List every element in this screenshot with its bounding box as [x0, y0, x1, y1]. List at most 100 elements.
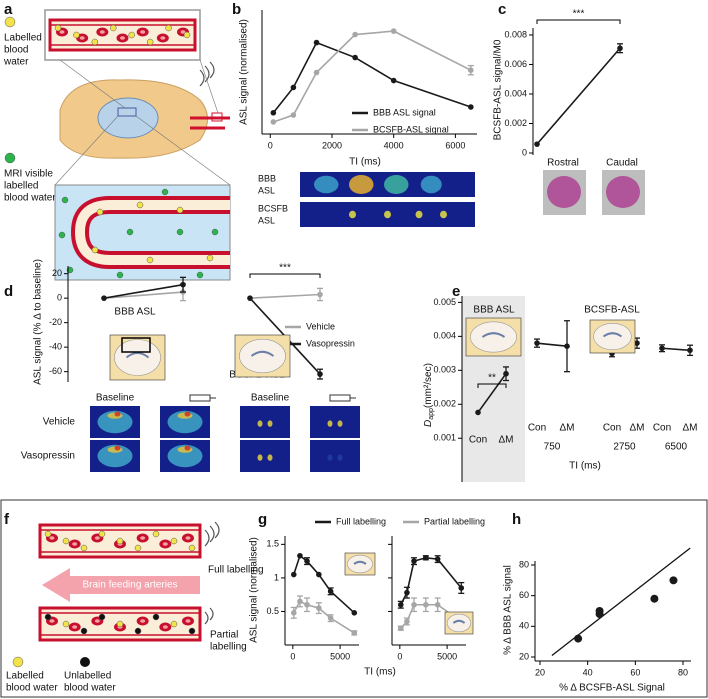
- legend-dot: [4, 152, 16, 164]
- annotation: ***: [279, 263, 291, 274]
- water-dot: [44, 530, 52, 538]
- mri-blob: [327, 454, 333, 461]
- y-tick-label: 20: [52, 268, 62, 278]
- mri-blob: [415, 210, 423, 219]
- water-dot: [61, 196, 69, 204]
- panel-box: [0, 499, 708, 698]
- ventricle: [250, 350, 275, 357]
- image-label: ASL: [258, 185, 275, 195]
- red-cell-core: [94, 536, 100, 540]
- red-cell-core: [72, 542, 78, 546]
- group-header: BCSFB-ASL: [584, 305, 640, 316]
- histology-slice: [547, 176, 581, 208]
- water-dot: [80, 627, 88, 635]
- water-dot: [206, 254, 214, 262]
- label-box: [211, 112, 223, 122]
- water-dot: [165, 24, 172, 32]
- mri-blob: [257, 454, 263, 461]
- brain: [114, 339, 161, 376]
- data-point: [390, 28, 397, 34]
- red-cell-core: [185, 536, 191, 540]
- x-tick-label: 40: [583, 667, 593, 677]
- mri-blob: [114, 411, 121, 417]
- water-dot: [170, 620, 178, 628]
- panel-label: h: [512, 511, 521, 528]
- x-tick-label: 5000: [330, 651, 350, 661]
- water-dot: [116, 537, 124, 545]
- data-point: [247, 295, 253, 301]
- x-tick-label: Con: [653, 423, 671, 434]
- data-point: [404, 589, 410, 596]
- y-tick-label: 1.5: [266, 539, 279, 549]
- mri-blob: [184, 411, 191, 417]
- mri-blob: [257, 420, 263, 427]
- significance-bracket: [249, 273, 321, 278]
- water-dot: [128, 31, 135, 39]
- coil-wave: [209, 607, 214, 621]
- y-tick-label: -20: [49, 317, 62, 327]
- mri-blob: [267, 420, 273, 427]
- y-axis-label: % Δ BBB ASL signal: [503, 565, 514, 655]
- mri-blob: [327, 420, 333, 427]
- coil-wave: [209, 61, 215, 79]
- legend-text: Labelled: [4, 33, 42, 44]
- data-point: [290, 112, 297, 118]
- water-dot: [80, 544, 88, 552]
- data-point: [317, 371, 323, 377]
- legend-text: blood: [4, 45, 28, 56]
- series-line: [293, 554, 355, 614]
- x-tick-label: ΔM: [682, 423, 697, 434]
- legend-dot: [80, 657, 90, 667]
- data-point: [617, 45, 623, 52]
- significance-bracket: [477, 383, 507, 388]
- x-tick-label: ΔM: [629, 423, 644, 434]
- y-tick-label: 80: [519, 559, 529, 569]
- data-point: [351, 630, 358, 636]
- data-point: [687, 347, 693, 354]
- y-label-unit: (mm²/sec): [423, 363, 434, 408]
- group-header: BBB ASL: [473, 305, 515, 316]
- red-cell-core: [162, 542, 168, 546]
- data-point: [595, 607, 604, 615]
- image-label: ASL: [258, 215, 275, 225]
- rat-brain: [97, 97, 159, 139]
- y-axis-label: BCSFB-ASL signal/M0: [493, 39, 504, 140]
- water-dot: [183, 31, 191, 39]
- y-axis-label: ASL signal (normalised): [239, 19, 250, 125]
- x-axis-label: TI (ms): [364, 667, 396, 678]
- arrow: [42, 568, 200, 602]
- panel-label: f: [4, 511, 10, 528]
- series-line: [661, 347, 691, 352]
- series-line: [103, 283, 184, 299]
- data-point: [650, 594, 659, 603]
- coil-wave: [204, 529, 210, 547]
- legend-text: blood water: [6, 683, 58, 694]
- mri-blob: [349, 210, 356, 219]
- y-axis-label: ASL signal (normalised): [249, 537, 260, 643]
- data-point: [434, 601, 441, 608]
- series-line: [103, 291, 184, 299]
- histology-slice: [606, 176, 640, 208]
- water-dot: [91, 38, 99, 46]
- water-dot: [134, 627, 142, 635]
- data-point: [404, 618, 410, 625]
- data-point: [468, 67, 474, 73]
- legend-label: Full labelling: [336, 516, 386, 526]
- ventricle: [481, 332, 506, 338]
- x-tick-label: 20: [535, 667, 545, 677]
- x-tick-label: 5000: [437, 651, 457, 661]
- legend-label: Vasopressin: [306, 338, 355, 348]
- diagram-label: labelling: [210, 642, 247, 653]
- y-label-sub: app: [428, 408, 435, 420]
- water-dot: [126, 228, 134, 236]
- y-tick-label: 60: [519, 590, 529, 600]
- series-line: [272, 41, 472, 114]
- water-dot: [110, 24, 117, 32]
- data-point: [352, 54, 358, 61]
- significance-bracket: [536, 19, 621, 24]
- red-cell-core: [140, 536, 146, 540]
- mri-image: [310, 406, 360, 438]
- syringe-icon: [329, 394, 351, 402]
- legend-text: blood water: [64, 683, 116, 694]
- water-dot: [152, 530, 160, 538]
